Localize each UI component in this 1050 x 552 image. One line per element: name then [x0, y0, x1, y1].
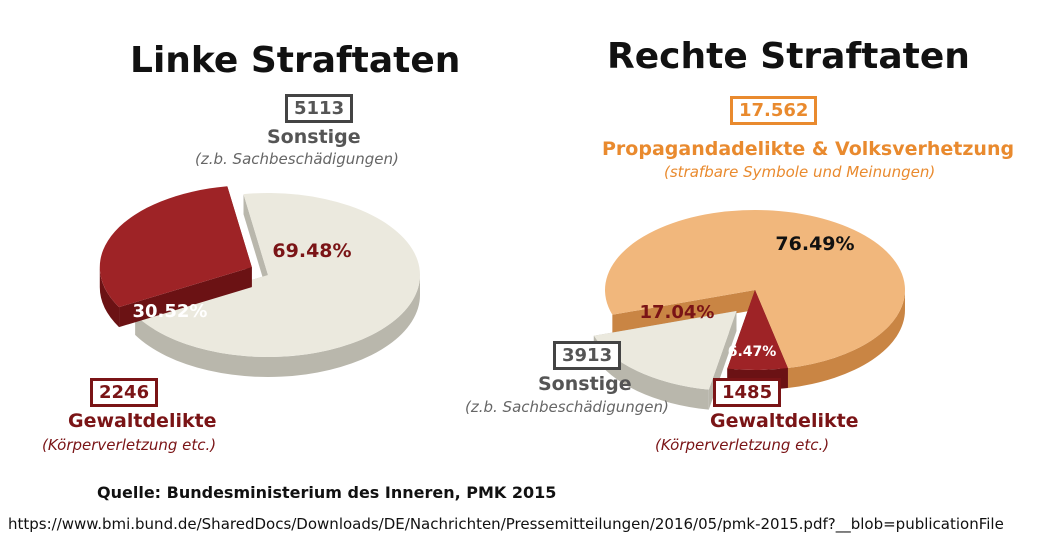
right-propaganda-percent: 76.49% — [775, 233, 854, 255]
left-violent-sub: (Körperverletzung etc.) — [42, 436, 217, 454]
left-chart-title: Linke Straftaten — [130, 40, 461, 81]
right-violent-sub: (Körperverletzung etc.) — [655, 436, 830, 454]
left-violent-count: 2246 — [90, 378, 159, 407]
right-propaganda-label: Propagandadelikte & Volksverhetzung — [602, 138, 1015, 160]
right-violent-percent: 6.47% — [728, 344, 777, 360]
right-other-count: 3913 — [553, 341, 622, 370]
left-other-sub: (z.b. Sachbeschädigungen) — [195, 150, 399, 168]
right-chart-title: Rechte Straftaten — [607, 36, 970, 77]
left-violent-percent: 30.52% — [133, 301, 208, 322]
source-url: https://www.bmi.bund.de/SharedDocs/Downl… — [8, 515, 1004, 533]
left-other-label: Sonstige — [267, 126, 361, 148]
left-violent-slice — [99, 186, 252, 328]
right-propaganda-count: 17.562 — [730, 96, 818, 125]
right-other-sub: (z.b. Sachbeschädigungen) — [465, 398, 669, 416]
left-violent-label: Gewaltdelikte — [68, 410, 217, 432]
right-violent-label: Gewaltdelikte — [710, 410, 859, 432]
right-other-label: Sonstige — [538, 373, 632, 395]
right-violent-count: 1485 — [713, 378, 782, 407]
right-other-slice — [593, 311, 737, 410]
right-propaganda-sub: (strafbare Symbole und Meinungen) — [664, 163, 936, 181]
source-note: Quelle: Bundesministerium des Inneren, P… — [97, 483, 557, 502]
right-other-percent: 17.04% — [640, 302, 715, 323]
left-other-percent: 69.48% — [272, 240, 351, 262]
left-other-count: 5113 — [285, 94, 354, 123]
